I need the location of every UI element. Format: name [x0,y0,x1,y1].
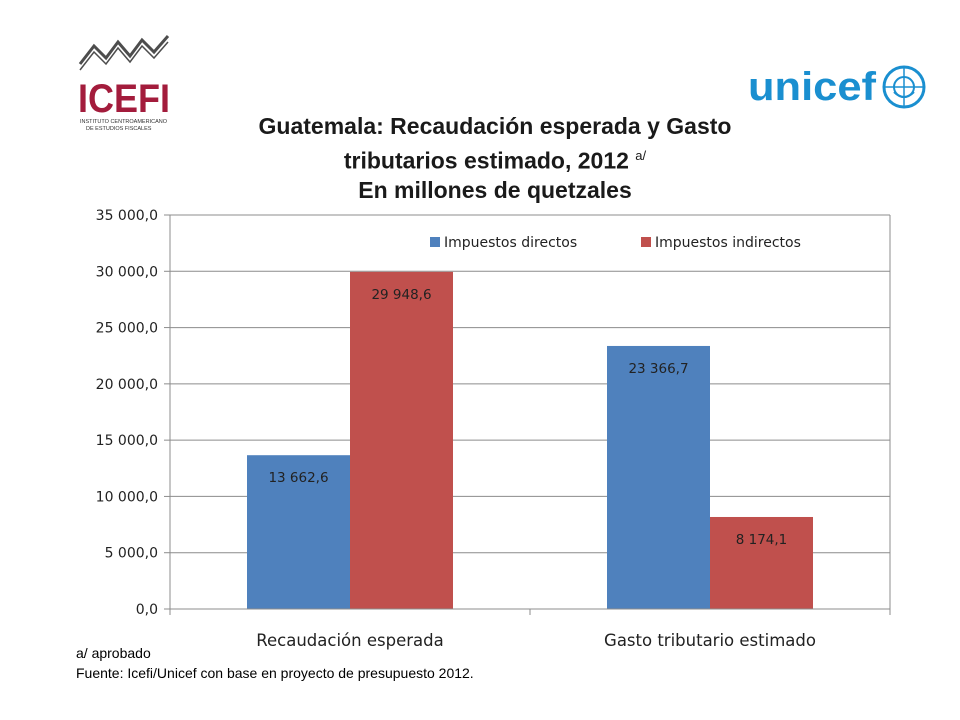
data-label: 29 948,6 [371,287,431,303]
icefi-logo: ICEFI INSTITUTO CENTROAMERICANO DE ESTUD… [78,35,170,132]
icefi-wordmark: ICEFI [78,77,170,121]
y-tick-label: 30 000,0 [96,264,158,280]
bar [350,271,453,609]
legend-label: Impuestos directos [444,235,577,251]
un-emblem-icon [882,65,926,109]
chart-title: Guatemala: Recaudación esperada y Gasto … [180,112,810,205]
icefi-subtext: INSTITUTO CENTROAMERICANO [80,119,168,125]
data-label: 8 174,1 [736,532,788,548]
unicef-logo: unicef [748,65,926,109]
legend-swatch [430,237,440,247]
y-tick-label: 35 000,0 [96,208,158,224]
bar [607,345,710,609]
title-line-2-main: tributarios estimado, 2012 [343,147,629,174]
title-footnote-marker: a/ [635,148,647,163]
y-tick-label: 20 000,0 [96,377,158,393]
y-tick-label: 5 000,0 [105,546,158,562]
icefi-zigzag-icon [78,35,170,65]
data-label: 13 662,6 [268,470,328,486]
x-category-label: Gasto tributario estimado [604,631,816,650]
title-line-1: Guatemala: Recaudación esperada y Gasto [258,113,732,139]
chart-notes: a/ aprobado Fuente: Icefi/Unicef con bas… [76,643,474,683]
axes [164,214,891,615]
y-tick-label: 25 000,0 [96,321,158,337]
source-note: Fuente: Icefi/Unicef con base en proyect… [76,665,474,681]
legend-swatch [641,237,651,247]
legend: Impuestos directos Impuestos indirectos [430,235,801,251]
legend-label: Impuestos indirectos [655,235,801,251]
y-tick-label: 15 000,0 [96,433,158,449]
bars [247,271,813,609]
x-category-label: Recaudación esperada [256,631,443,650]
y-tick-label: 10 000,0 [96,489,158,505]
data-label: 23 366,7 [628,361,688,377]
y-tick-label: 0,0 [136,602,158,618]
footnote: a/ aprobado [76,645,151,661]
labels: 0,0 5 000,0 10 000,0 15 000,0 20 000,0 25 000… [96,208,816,650]
title-line-2: tributarios estimado, 2012 a/ [180,141,810,176]
title-line-3: En millones de quetzales [358,176,632,203]
bar [247,455,350,609]
unicef-wordmark: unicef [748,65,877,109]
icefi-subtext-2: DE ESTUDIOS FISCALES [86,126,152,132]
bar [710,516,813,609]
